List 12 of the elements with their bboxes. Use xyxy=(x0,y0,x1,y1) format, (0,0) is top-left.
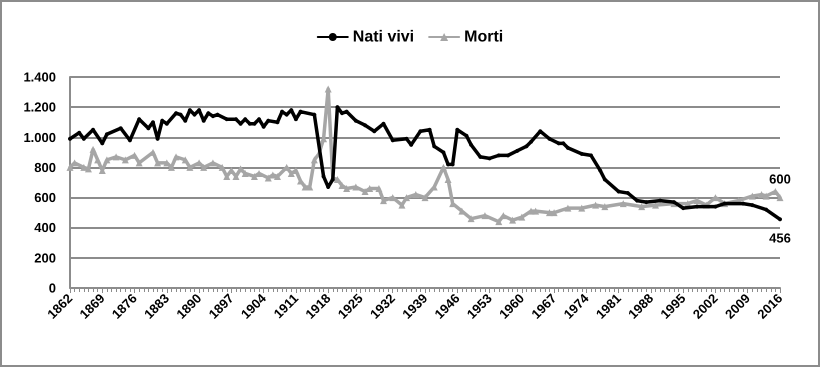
legend-label: Morti xyxy=(464,28,504,46)
legend-label: Nati vivi xyxy=(352,28,414,46)
y-tick-label: 0 xyxy=(48,280,56,296)
y-tick-label: 1.400 xyxy=(23,70,56,84)
y-tick-label: 600 xyxy=(34,190,56,206)
y-tick-label: 400 xyxy=(34,220,56,236)
y-tick-label: 1.200 xyxy=(23,100,56,115)
y-tick-label: 200 xyxy=(34,250,56,266)
annotation: 456 xyxy=(769,230,791,246)
annotation: 600 xyxy=(769,172,791,187)
y-tick-label: 800 xyxy=(34,160,56,175)
y-tick-label: 1.000 xyxy=(23,130,56,145)
